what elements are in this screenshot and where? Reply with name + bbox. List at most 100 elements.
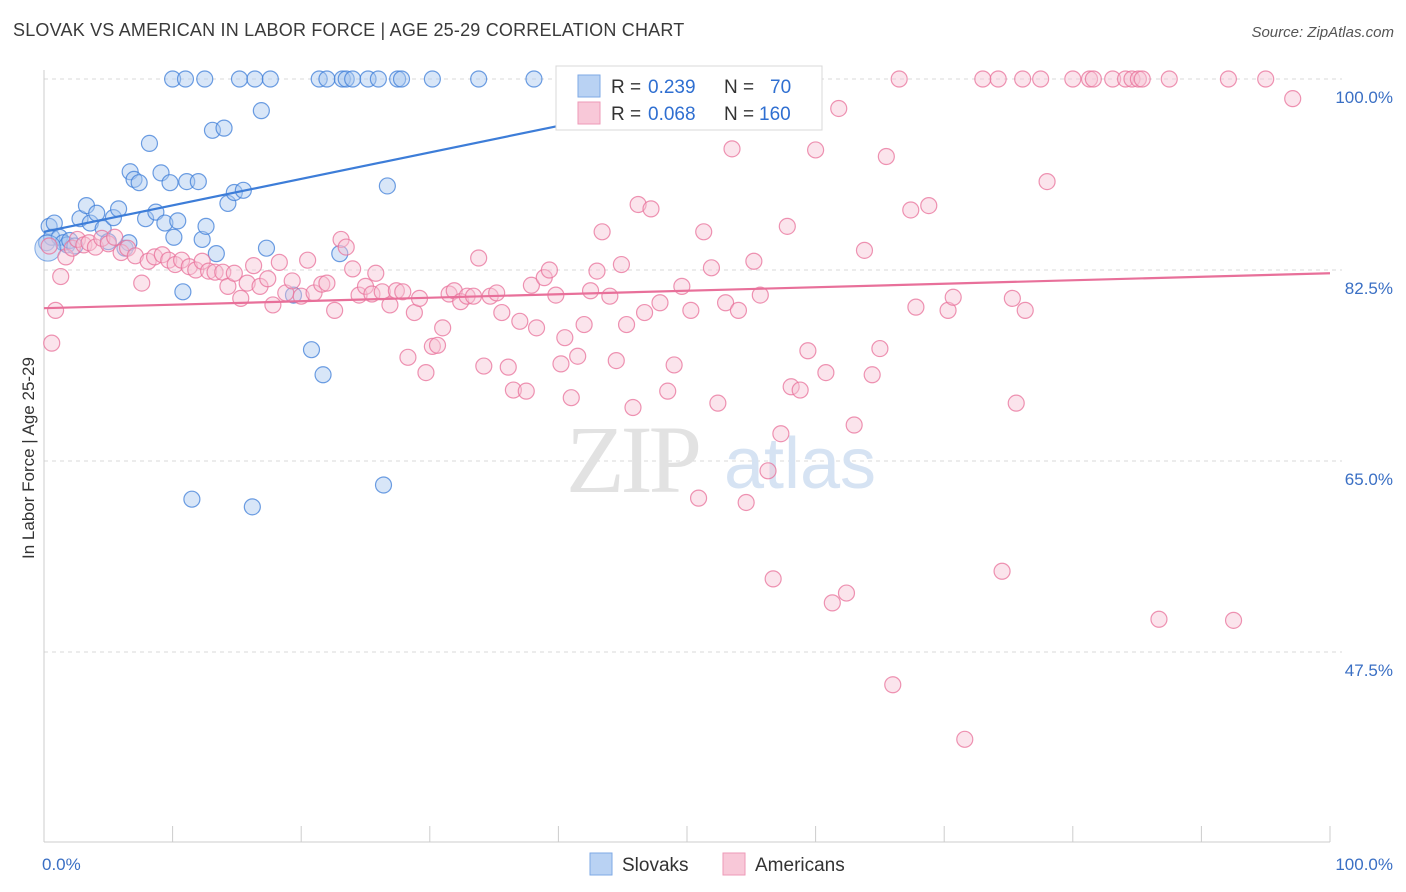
series-slovaks [34,70,587,516]
point-americans [1016,301,1034,319]
x-tick-label: 0.0% [42,855,81,874]
trend-lines [43,124,1331,310]
point-americans [522,276,540,294]
point-americans [1219,70,1238,88]
point-slovaks [176,70,195,88]
point-americans [1257,70,1275,88]
point-americans [1080,70,1099,88]
point-americans [607,351,625,370]
y-tick-label: 82.5% [1345,279,1393,298]
trend-line-americans [43,272,1331,310]
x-axis-ticks: 0.0% 100.0% [42,855,1393,874]
point-slovaks [470,70,488,88]
point-americans [423,337,441,355]
point-americans [939,301,957,319]
stats-legend-row-americans: R = 0.068 N = 160 [577,101,791,125]
point-slovaks [423,70,441,88]
series-legend-label-slovaks: Slovaks [622,855,689,876]
point-americans [745,252,763,270]
point-americans [1032,70,1050,88]
point-slovaks [207,245,225,263]
point-slovaks [140,134,159,152]
stats-legend-swatch-americans [577,101,601,125]
point-americans [1224,611,1243,629]
point-americans [326,301,344,319]
point-americans [751,286,769,304]
point-slovaks [374,476,393,494]
point-americans [187,261,205,279]
stats-legend-r-value: 0.068 [648,104,696,125]
point-americans [52,267,70,286]
point-slovaks [215,119,233,137]
point-americans [588,262,606,280]
point-americans [517,382,535,400]
point-americans [381,296,399,314]
point-americans [659,382,677,400]
point-americans [527,319,546,337]
point-slovaks [261,70,279,88]
point-americans [1104,70,1122,88]
point-americans [1116,70,1135,88]
point-americans [624,398,642,417]
stats-legend-n-value: 160 [759,104,791,125]
point-slovaks [130,174,148,192]
point-americans [394,283,412,301]
point-slovaks [252,102,270,120]
trend-line-slovaks [43,124,559,233]
point-americans [200,262,218,280]
point-americans [106,228,124,246]
point-americans [511,312,529,330]
point-americans [470,249,488,267]
point-americans [318,274,336,292]
point-americans [493,303,511,322]
point-americans [737,493,755,512]
point-americans [817,363,835,382]
stats-legend: R = 0.239 N = 70 R = 0.068 N = 160 [555,65,823,131]
series-legend-swatch-americans [722,852,746,876]
point-americans [806,141,825,159]
point-americans [581,282,600,300]
point-americans [1133,70,1151,88]
point-americans [651,294,669,312]
point-americans [540,261,558,279]
series-legend: Slovaks Americans [589,852,845,876]
point-americans [499,358,517,376]
point-americans [445,282,463,300]
point-americans [772,425,790,443]
point-americans [689,489,708,507]
y-tick-label: 65.0% [1345,470,1393,489]
point-americans [363,285,381,303]
point-americans [40,237,58,255]
point-americans [126,247,144,265]
point-americans [1038,172,1056,191]
point-slovaks [196,70,214,88]
point-americans [488,284,506,302]
point-americans [86,238,105,256]
y-tick-label: 100.0% [1335,88,1393,107]
stats-legend-row-slovaks: R = 0.239 N = 70 [577,74,791,98]
stats-legend-n-value: 70 [770,77,791,98]
point-americans [635,303,654,322]
point-americans [617,315,636,334]
point-americans [1129,70,1147,88]
point-americans [344,260,362,278]
point-slovaks [337,70,355,88]
series-americans [40,70,1302,748]
point-americans [43,334,61,352]
point-slovaks [230,70,249,88]
chart-title: SLOVAK VS AMERICAN IN LABOR FORCE | AGE … [13,20,685,40]
point-slovaks [344,70,362,88]
point-americans [702,259,721,277]
point-slovaks [174,283,192,301]
point-americans [791,381,809,399]
point-slovaks [219,194,237,213]
point-slovaks [246,70,264,88]
point-americans [944,288,962,306]
series-legend-swatch-slovaks [589,852,613,876]
point-slovaks [156,214,174,232]
point-americans [313,275,331,293]
point-americans [552,355,570,373]
point-slovaks [392,70,411,88]
point-americans [993,562,1011,580]
